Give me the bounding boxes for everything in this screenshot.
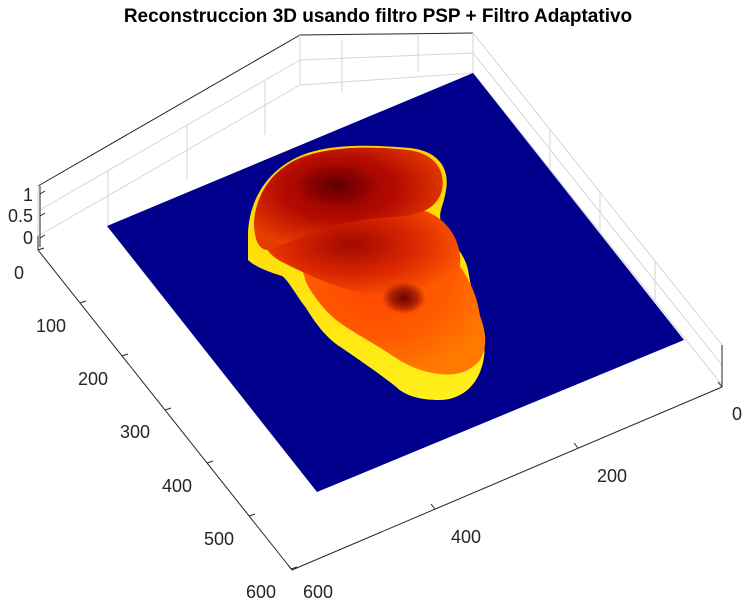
x-tick-label: 0 [732, 404, 742, 424]
y-tick-mark [164, 407, 172, 411]
x-tick-mark [573, 442, 579, 449]
z-tick-mark [39, 212, 46, 217]
surface-blob [248, 145, 486, 400]
z-tick-label: 1 [23, 185, 33, 205]
y-tick-label: 400 [162, 476, 192, 496]
grid-line [299, 52, 474, 61]
x-tick-mark [717, 381, 723, 388]
y-axis: 0 100 200 300 400 500 600 [14, 247, 298, 602]
surface-peak-upper [296, 163, 376, 207]
x-tick-mark [430, 503, 436, 510]
x-tick-label: 400 [451, 527, 481, 547]
y-tick-label: 200 [78, 369, 108, 389]
y-tick-label: 100 [36, 316, 66, 336]
x-axis-line [291, 386, 723, 571]
x-tick-label: 600 [303, 582, 333, 602]
grid-line [37, 84, 301, 237]
y-tick-mark [248, 513, 256, 517]
x-tick-label: 200 [597, 466, 627, 486]
z-tick-mark [39, 190, 46, 195]
y-tick-mark [121, 353, 129, 357]
x-tick-mark [287, 564, 293, 571]
z-tick-label: 0.5 [8, 206, 33, 226]
z-tick-mark [39, 234, 46, 239]
y-tick-mark [290, 566, 298, 570]
y-tick-mark [206, 460, 214, 464]
grid-line [299, 72, 474, 86]
z-axis: 1 0.5 0 [8, 185, 46, 248]
y-tick-label: 0 [14, 263, 24, 283]
x-axis: 0 200 400 600 [287, 381, 742, 602]
surface-peak-lower [382, 282, 426, 314]
grid-line [37, 59, 301, 212]
y-tick-label: 600 [246, 582, 276, 602]
grid-line [472, 52, 723, 366]
y-tick-mark [37, 247, 45, 251]
y-tick-label: 300 [120, 422, 150, 442]
y-tick-label: 500 [204, 529, 234, 549]
z-tick-label: 0 [23, 228, 33, 248]
y-tick-mark [79, 300, 87, 304]
grid-line [472, 72, 723, 386]
chart-title: Reconstruccion 3D usando filtro PSP + Fi… [124, 6, 632, 27]
grid-line [472, 32, 723, 346]
